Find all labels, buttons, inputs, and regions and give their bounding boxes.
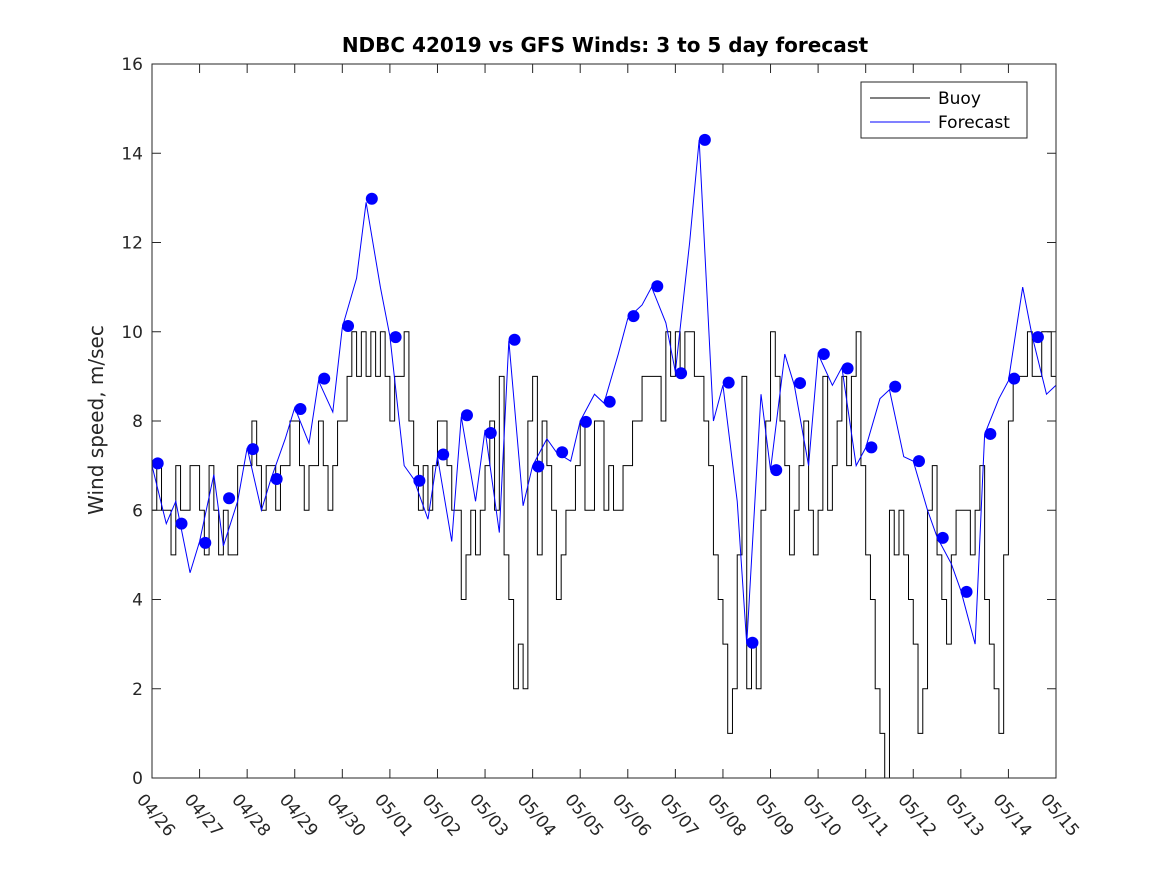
forecast-marker — [1008, 372, 1021, 385]
forecast-marker — [1031, 331, 1044, 344]
y-tick-label: 8 — [132, 412, 143, 432]
x-tick-label: 05/03 — [465, 790, 512, 840]
forecast-marker — [460, 409, 473, 422]
x-tick-label: 05/02 — [418, 790, 465, 840]
forecast-marker — [223, 492, 236, 505]
forecast-marker — [722, 376, 735, 389]
x-tick-label: 05/14 — [989, 790, 1036, 840]
forecast-marker — [342, 319, 355, 332]
forecast-marker — [175, 517, 188, 530]
forecast-marker — [508, 333, 521, 346]
x-tick-label: 05/09 — [751, 790, 798, 840]
x-tick-label: 05/12 — [893, 790, 940, 840]
forecast-marker — [365, 192, 378, 205]
x-tick-label: 04/27 — [180, 790, 227, 840]
legend-label-buoy: Buoy — [938, 89, 981, 109]
forecast-marker — [484, 427, 497, 440]
legend: Buoy Forecast — [860, 81, 1028, 139]
x-tick-label: 05/10 — [798, 790, 845, 840]
forecast-marker — [437, 448, 450, 461]
y-tick-label: 16 — [121, 55, 143, 75]
forecast-marker — [841, 362, 854, 375]
forecast-marker — [698, 133, 711, 146]
x-tick-label: 05/01 — [370, 790, 417, 840]
x-tick-label: 04/28 — [227, 790, 274, 840]
forecast-marker — [603, 395, 616, 408]
forecast-marker — [556, 446, 569, 459]
x-tick-label: 05/15 — [1036, 790, 1083, 840]
x-tick-label: 05/05 — [560, 790, 607, 840]
forecast-marker — [413, 474, 426, 487]
forecast-marker — [746, 636, 759, 649]
y-axis-label: Wind speed, m/sec — [84, 325, 108, 515]
y-tick-label: 14 — [121, 144, 143, 164]
forecast-marker — [294, 402, 307, 415]
x-tick-label: 05/04 — [513, 790, 560, 840]
series-line-forecast — [151, 139, 1057, 645]
forecast-marker — [794, 377, 807, 390]
legend-box — [860, 81, 1028, 139]
forecast-marker — [675, 367, 688, 380]
x-tick-label: 05/08 — [703, 790, 750, 840]
x-tick-label: 05/06 — [608, 790, 655, 840]
forecast-marker — [912, 455, 925, 468]
plot-area — [151, 133, 1057, 779]
forecast-marker — [579, 415, 592, 428]
forecast-marker — [651, 280, 664, 293]
forecast-marker — [817, 348, 830, 361]
forecast-marker — [960, 585, 973, 598]
forecast-marker — [770, 464, 783, 477]
chart-title: NDBC 42019 vs GFS Winds: 3 to 5 day fore… — [342, 33, 869, 57]
forecast-marker — [865, 441, 878, 454]
forecast-marker — [627, 310, 640, 323]
forecast-marker — [889, 380, 902, 393]
forecast-marker — [936, 531, 949, 544]
forecast-marker — [246, 443, 259, 456]
forecast-marker — [318, 372, 331, 385]
y-tick-label: 10 — [121, 323, 143, 343]
forecast-marker — [532, 460, 545, 473]
x-tick-label: 05/13 — [941, 790, 988, 840]
forecast-marker — [151, 457, 164, 470]
x-tick-label: 05/07 — [656, 790, 703, 840]
y-tick-label: 6 — [132, 501, 143, 521]
legend-label-forecast: Forecast — [938, 113, 1010, 133]
forecast-marker — [270, 473, 283, 486]
forecast-marker — [984, 427, 997, 440]
series-line-buoy — [152, 331, 1057, 779]
y-tick-label: 12 — [121, 234, 143, 254]
x-tick-label: 04/29 — [275, 790, 322, 840]
x-tick-label: 04/30 — [322, 790, 369, 840]
y-tick-label: 2 — [132, 680, 143, 700]
forecast-marker — [389, 331, 402, 344]
y-tick-label: 0 — [132, 769, 143, 789]
y-tick-label: 4 — [132, 591, 143, 611]
x-tick-label: 04/26 — [132, 790, 179, 840]
x-tick-label: 05/11 — [846, 790, 893, 840]
forecast-marker — [199, 536, 212, 549]
